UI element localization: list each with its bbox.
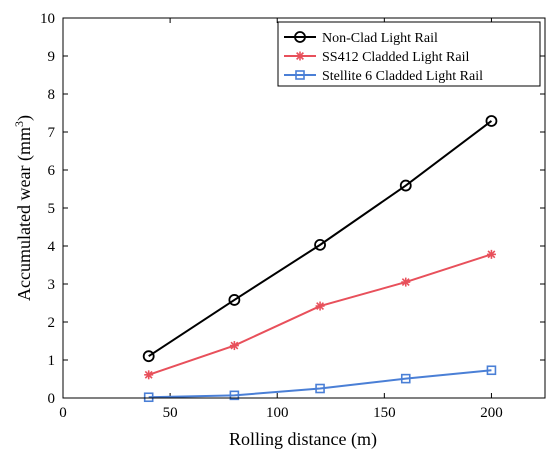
data-point-stroke: [487, 250, 496, 259]
y-axis-label-end: ): [14, 115, 35, 121]
data-point-stroke: [316, 302, 325, 310]
legend-label: Non-Clad Light Rail: [322, 31, 438, 46]
data-point: [142, 350, 155, 363]
series-2: [144, 249, 496, 380]
data-point-stroke: [230, 341, 239, 350]
series-3: [143, 365, 497, 403]
legend: Non-Clad Light Rail SS412 Cladded Light R…: [277, 21, 541, 87]
y-tick-label: 4: [48, 239, 56, 255]
x-tick-label: 200: [480, 405, 503, 421]
data-point-stroke: [296, 52, 304, 60]
y-tick-label: 9: [48, 49, 56, 65]
legend-label: Stellite 6 Cladded Light Rail: [322, 69, 483, 84]
data-point: [143, 392, 154, 403]
x-tick-label: 50: [163, 405, 178, 421]
series-1: [142, 115, 498, 363]
legend-entries: Non-Clad Light Rail SS412 Cladded Light R…: [284, 31, 483, 84]
y-tick-label: 5: [48, 201, 56, 217]
data-point-stroke: [401, 278, 410, 287]
data-point: [229, 341, 239, 351]
data-point: [295, 51, 305, 61]
x-tick-label: 0: [59, 405, 67, 421]
y-axis-label: Accumulated wear (mm3): [12, 115, 35, 301]
data-point: [295, 70, 305, 80]
data-point: [399, 179, 412, 192]
series-line: [148, 120, 493, 358]
data-point: [315, 301, 325, 311]
y-tick-label: 2: [48, 315, 56, 331]
y-tick-label: 3: [48, 277, 56, 293]
y-axis-label-superscript: 3: [12, 121, 26, 127]
x-axis-label: Rolling distance (m): [229, 429, 377, 450]
y-tick-label: 0: [48, 391, 56, 407]
data-point: [401, 277, 411, 287]
y-tick-label: 7: [48, 125, 56, 141]
y-tick-label: 1: [48, 353, 56, 369]
y-axis-label-main: Accumulated wear (mm: [14, 127, 35, 301]
legend-entry-2: SS412 Cladded Light Rail: [284, 50, 470, 65]
series-line: [148, 253, 492, 376]
data-point-stroke: [144, 370, 153, 379]
legend-entry-1: Non-Clad Light Rail: [284, 31, 438, 46]
data-point: [314, 238, 326, 251]
x-tick-label: 150: [373, 405, 396, 421]
legend-label: SS412 Cladded Light Rail: [322, 50, 470, 65]
data-point: [229, 390, 240, 401]
data-point: [485, 115, 498, 127]
legend-box: [277, 21, 541, 87]
series-line: [148, 369, 492, 399]
data-point: [400, 373, 411, 384]
legend-entry-3: Stellite 6 Cladded Light Rail: [284, 69, 483, 84]
data-point: [486, 365, 497, 376]
y-tick-label: 6: [48, 163, 56, 179]
plot-frame: [62, 17, 546, 399]
y-tick-label: 10: [40, 11, 55, 27]
chart-series: [142, 115, 498, 403]
data-point: [486, 249, 496, 259]
data-point: [228, 294, 241, 306]
data-point: [294, 31, 306, 43]
data-point: [144, 370, 154, 380]
x-tick-label: 100: [266, 405, 289, 421]
data-point: [315, 383, 325, 394]
y-tick-label: 8: [48, 87, 56, 103]
tick-labels: 0 50 100 150 200 0 1 2 3 4 5 6 7 8 9 10: [40, 11, 503, 421]
